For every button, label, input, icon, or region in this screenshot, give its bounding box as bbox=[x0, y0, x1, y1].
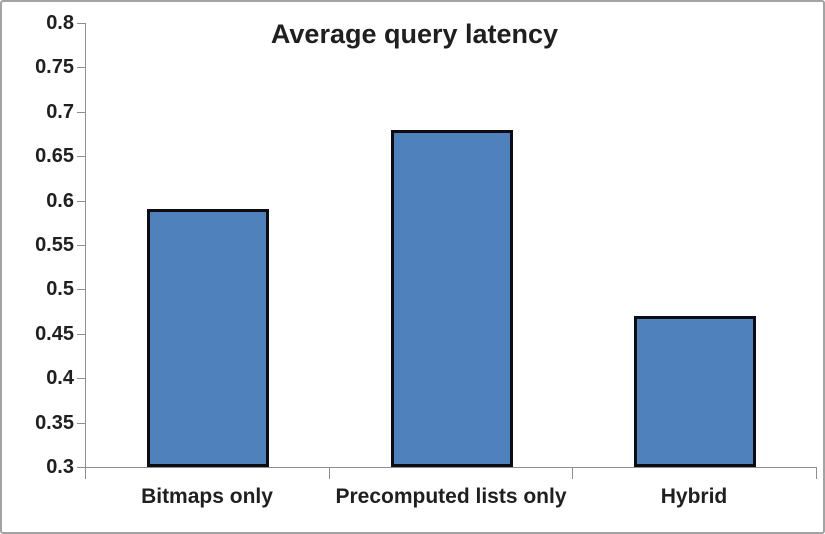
x-axis-tick-mark bbox=[816, 468, 817, 479]
y-axis-tick-mark bbox=[77, 200, 85, 202]
y-axis-tick-label: 0.75 bbox=[35, 56, 74, 79]
plot-area bbox=[85, 23, 817, 468]
y-axis-tick-mark bbox=[77, 67, 85, 69]
x-axis-tick-mark bbox=[85, 468, 86, 479]
y-axis-tick-label: 0.8 bbox=[46, 12, 74, 34]
y-axis-tick-label: 0.7 bbox=[46, 100, 74, 123]
x-axis-category-label: Precomputed lists only bbox=[335, 485, 567, 508]
y-axis-tick-label: 0.5 bbox=[46, 278, 74, 301]
x-axis-category-label: Hybrid bbox=[660, 485, 728, 508]
y-axis-tick-label: 0.6 bbox=[46, 189, 74, 212]
y-axis-tick-mark bbox=[77, 333, 85, 335]
chart-title: Average query latency bbox=[270, 19, 559, 49]
y-axis-tick-label: 0.45 bbox=[35, 322, 74, 345]
y-axis-tick-label: 0.4 bbox=[46, 367, 74, 390]
y-axis-tick-mark bbox=[77, 422, 85, 424]
y-axis-tick-mark bbox=[77, 289, 85, 291]
x-axis-tick-mark bbox=[572, 468, 574, 479]
y-axis-tick-mark bbox=[77, 378, 85, 380]
x-axis-category-label: Bitmaps only bbox=[141, 485, 273, 508]
y-axis-tick-mark bbox=[77, 245, 85, 246]
y-axis-tick-mark bbox=[77, 467, 85, 468]
y-axis-tick-label: 0.55 bbox=[35, 234, 74, 256]
y-axis-tick-mark bbox=[77, 156, 85, 158]
y-axis-tick-mark bbox=[77, 111, 85, 113]
y-axis-tick-label: 0.3 bbox=[46, 456, 74, 478]
y-axis-tick-label: 0.65 bbox=[35, 145, 74, 168]
bar-bitmaps-only bbox=[147, 209, 269, 467]
x-axis-tick-mark bbox=[328, 468, 330, 479]
y-axis-tick-mark bbox=[77, 23, 85, 24]
y-axis-tick-label: 0.35 bbox=[35, 411, 74, 434]
bar-precomputed-lists-only bbox=[391, 130, 513, 467]
bar-hybrid bbox=[634, 316, 756, 467]
